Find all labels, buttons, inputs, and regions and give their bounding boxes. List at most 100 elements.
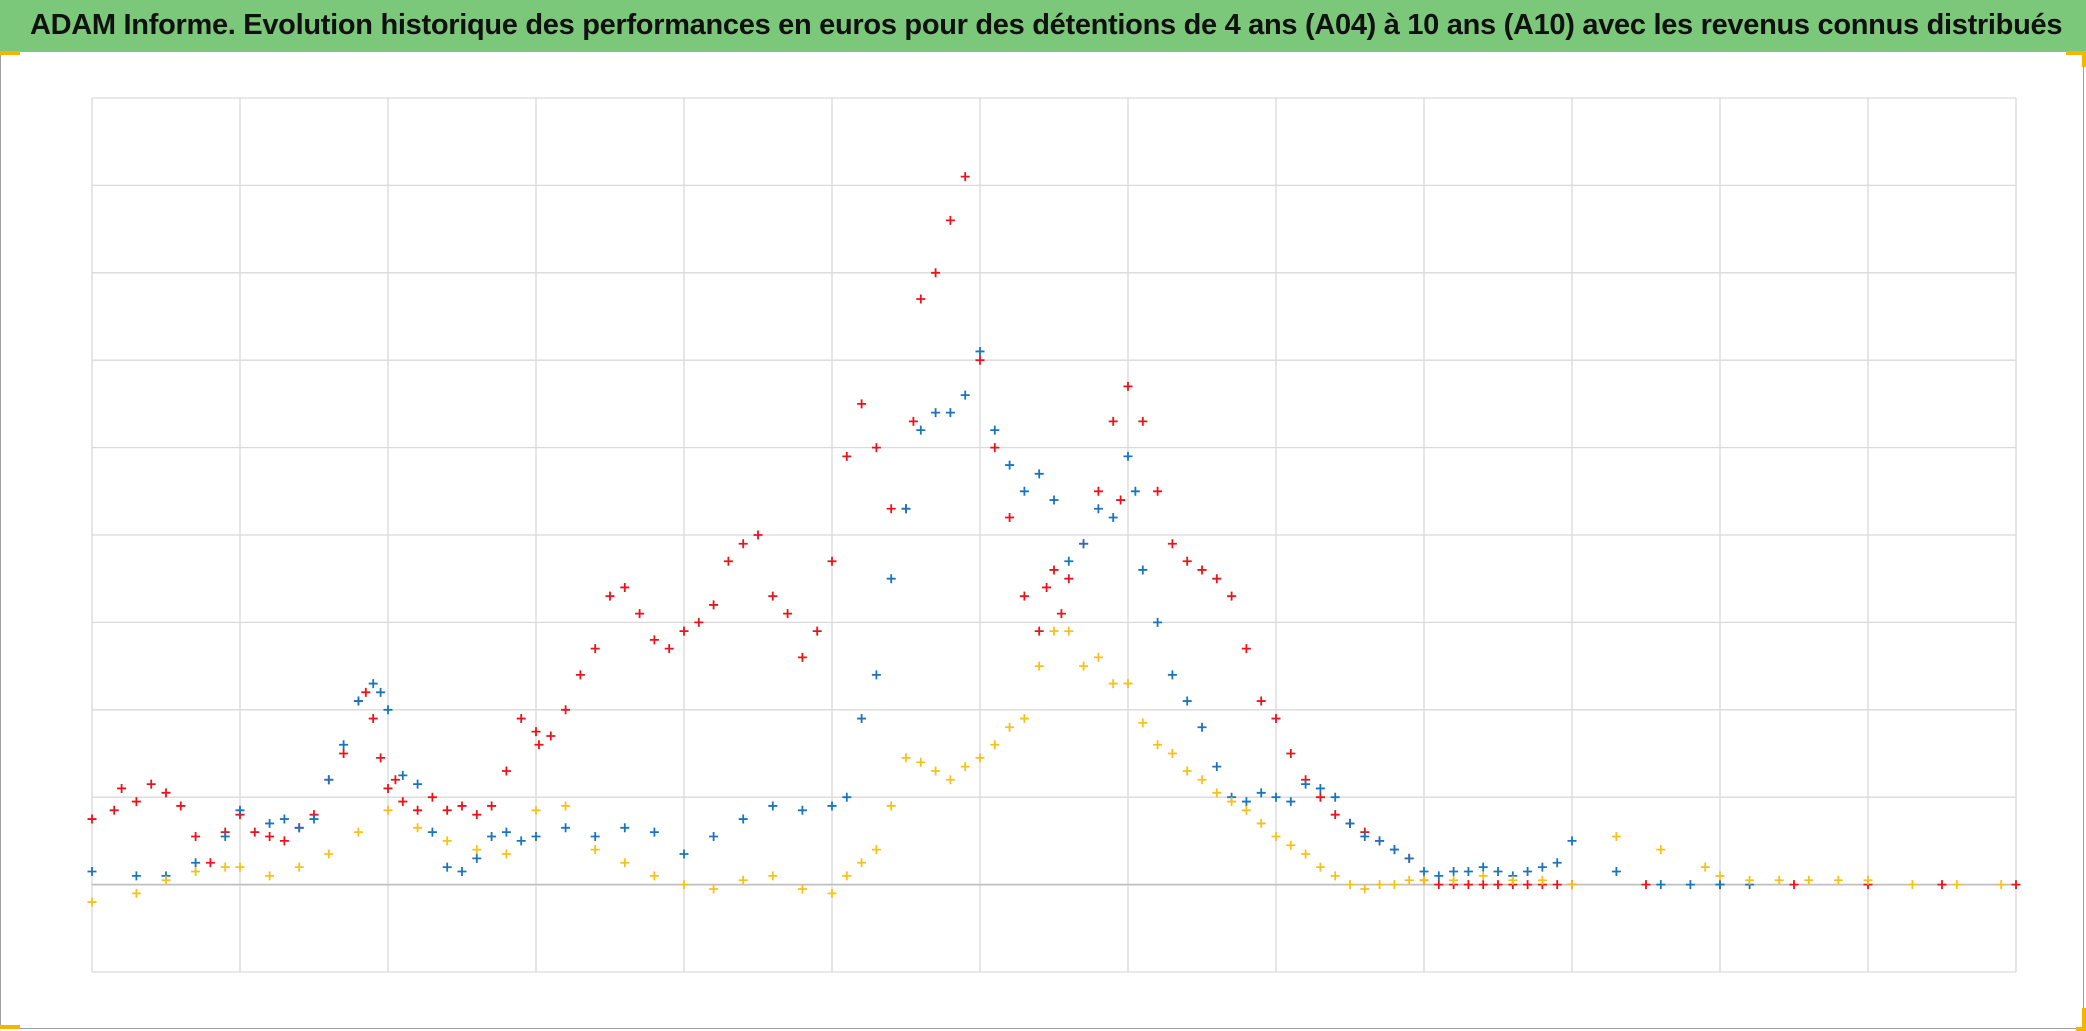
data-point (1123, 381, 1133, 391)
data-point (1153, 740, 1163, 750)
data-point (472, 845, 482, 855)
data-point (1019, 486, 1029, 496)
data-point (886, 801, 896, 811)
data-point (1019, 714, 1029, 724)
data-point (1493, 880, 1503, 890)
data-point (1049, 626, 1059, 636)
data-point (1478, 880, 1488, 890)
data-point (871, 443, 881, 453)
data-point (827, 888, 837, 898)
data-point (620, 582, 630, 592)
data-point (531, 727, 541, 737)
data-point (783, 609, 793, 619)
data-point (1256, 696, 1266, 706)
data-point (886, 574, 896, 584)
data-point (1389, 880, 1399, 890)
data-point (975, 753, 985, 763)
data-point (339, 740, 349, 750)
data-point (886, 504, 896, 514)
data-point (361, 687, 371, 697)
data-point (324, 849, 334, 859)
data-point (220, 862, 230, 872)
data-point (383, 805, 393, 815)
data-point (1123, 451, 1133, 461)
data-point (1064, 626, 1074, 636)
data-point (1034, 469, 1044, 479)
data-point (339, 749, 349, 758)
data-point (1789, 880, 1799, 890)
data-point (161, 875, 171, 885)
data-point (2011, 880, 2021, 890)
data-point (1360, 832, 1370, 842)
data-point (1034, 661, 1044, 671)
corner-mark-top-left (0, 51, 20, 55)
data-point (590, 845, 600, 855)
data-point (413, 823, 423, 833)
data-point (531, 832, 541, 842)
data-point (1434, 880, 1444, 890)
data-point (442, 862, 452, 872)
data-point (1700, 862, 1710, 872)
data-point (1952, 880, 1962, 890)
data-point (990, 443, 1000, 453)
data-point (1552, 880, 1562, 890)
data-point (191, 858, 201, 868)
data-point (1419, 875, 1429, 885)
data-point (857, 714, 867, 724)
data-point (812, 626, 822, 636)
data-point (279, 836, 289, 846)
data-point (561, 705, 571, 715)
data-point (1804, 875, 1814, 885)
data-point (1079, 661, 1089, 671)
data-point (960, 172, 970, 182)
data-point (427, 792, 437, 802)
data-point (131, 871, 141, 881)
data-point (87, 866, 97, 876)
data-point (575, 670, 585, 680)
data-point (664, 644, 674, 654)
data-point (1508, 875, 1518, 885)
data-point (1404, 875, 1414, 885)
data-point (294, 862, 304, 872)
data-point (1123, 679, 1133, 689)
data-point (487, 832, 497, 842)
data-point (1449, 866, 1459, 876)
data-point (1153, 617, 1163, 627)
data-point (472, 853, 482, 863)
data-point (738, 539, 748, 549)
data-point (109, 805, 119, 815)
data-point (1167, 539, 1177, 549)
data-point (368, 679, 378, 689)
data-point (191, 832, 201, 842)
data-point (1389, 845, 1399, 855)
data-point (1449, 875, 1459, 885)
data-point (1715, 880, 1725, 890)
data-point (1227, 591, 1237, 601)
data-point (842, 792, 852, 802)
data-point (827, 556, 837, 566)
data-point (235, 862, 245, 872)
data-point (1093, 504, 1103, 514)
data-point (1552, 858, 1562, 868)
data-point (1301, 849, 1311, 859)
data-point (457, 866, 467, 876)
data-point (1611, 866, 1621, 876)
data-point (1182, 696, 1192, 706)
data-point (1108, 513, 1118, 523)
data-point (1656, 880, 1666, 890)
data-point (1049, 565, 1059, 575)
data-point (1685, 880, 1695, 890)
data-point (235, 805, 245, 815)
data-point (842, 451, 852, 461)
data-point (487, 801, 497, 811)
data-point (1241, 797, 1251, 807)
data-point (797, 652, 807, 662)
data-point (1079, 539, 1089, 549)
data-point (1315, 862, 1325, 872)
data-point (1567, 880, 1577, 890)
data-point (279, 814, 289, 824)
data-point (857, 858, 867, 868)
data-point (265, 832, 275, 842)
data-point (916, 425, 926, 435)
data-point (649, 635, 659, 645)
